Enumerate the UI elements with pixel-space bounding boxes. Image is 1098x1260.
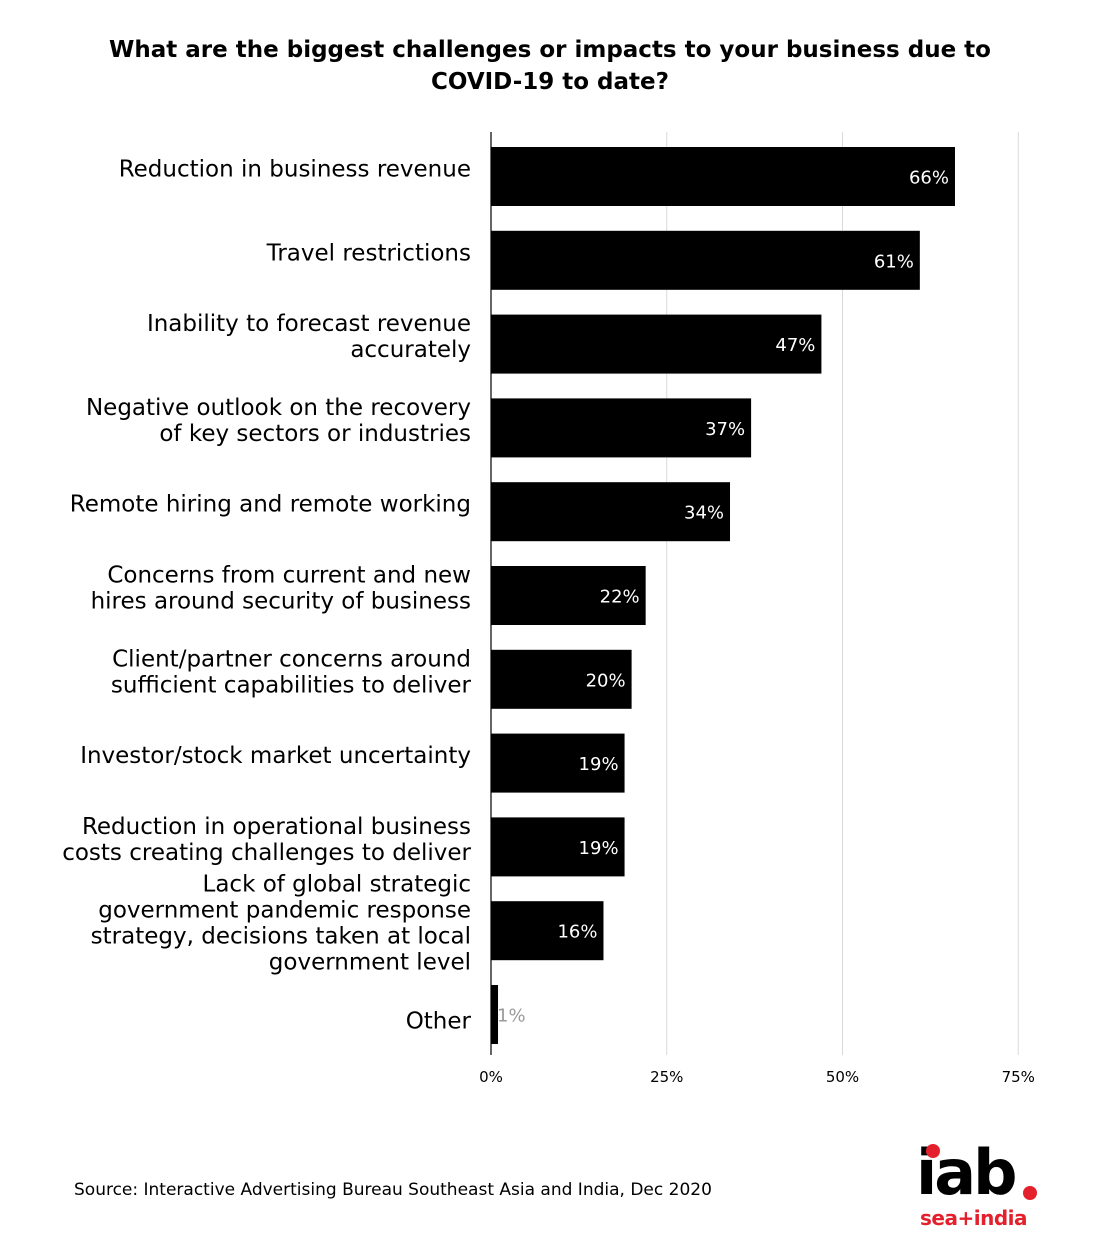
bar-2	[491, 314, 822, 374]
logo-period-icon	[1023, 1186, 1037, 1200]
bar-value-label-3: 37%	[705, 419, 745, 440]
x-tick-label-3: 75%	[1002, 1068, 1035, 1086]
bar-10	[491, 985, 499, 1044]
category-label-6-line-1: sufficient capabilities to deliver	[111, 672, 472, 698]
category-label-3-line-0: Negative outlook on the recovery	[86, 395, 471, 421]
bar-value-label-1: 61%	[874, 251, 914, 272]
iab-logo: iab sea+india	[916, 1142, 1056, 1232]
bar-1	[491, 230, 920, 290]
bar-value-label-0: 66%	[909, 168, 949, 189]
bar-value-label-9: 16%	[557, 922, 597, 943]
chart-title-line-1: What are the biggest challenges or impac…	[109, 37, 991, 63]
category-label-9-line-2: strategy, decisions taken at local	[91, 924, 471, 950]
x-tick-label-0: 0%	[479, 1068, 503, 1086]
bar-9	[491, 901, 604, 961]
category-label-9-line-0: Lack of global strategic	[203, 872, 471, 898]
category-label-7-line-0: Investor/stock market uncertainty	[80, 743, 471, 769]
chart-title: What are the biggest challenges or impac…	[40, 34, 1060, 98]
category-label-3-line-1: of key sectors or industries	[159, 421, 471, 447]
bar-6	[491, 649, 632, 709]
bar-value-label-6: 20%	[586, 670, 626, 691]
bar-value-label-2: 47%	[775, 335, 815, 356]
category-label-9-line-3: government level	[269, 950, 471, 976]
bar-8	[491, 817, 625, 877]
category-label-8-line-1: costs creating challenges to deliver	[62, 840, 471, 866]
category-label-5-line-0: Concerns from current and new	[107, 563, 471, 589]
bar-3	[491, 398, 752, 458]
source-note: Source: Interactive Advertising Bureau S…	[74, 1180, 712, 1200]
category-label-3: Negative outlook on the recovery of key s…	[86, 395, 471, 447]
category-label-4-line-0: Remote hiring and remote working	[70, 492, 471, 518]
category-label-6: Client/partner concerns around sufficient…	[111, 646, 472, 698]
bar-0	[491, 147, 955, 206]
category-label-1: Travel restrictions	[266, 240, 471, 266]
category-label-8-line-0: Reduction in operational business	[82, 814, 471, 840]
bar-chart: 66% Reduction in business revenue 61% Trave…	[62, 132, 1035, 1086]
bar-4	[491, 482, 731, 542]
category-label-5: Concerns from current and new hires aroun…	[91, 563, 471, 615]
logo-dot-icon	[926, 1144, 940, 1158]
bar-value-label-7: 19%	[579, 754, 619, 775]
category-label-9-line-1: government pandemic response	[98, 898, 471, 924]
category-label-0-line-0: Reduction in business revenue	[119, 157, 471, 183]
category-label-10: Other	[406, 1009, 472, 1035]
bar-value-label-10: 1%	[497, 1006, 526, 1027]
category-label-2-line-0: Inability to forecast revenue	[147, 311, 471, 337]
x-tick-label-2: 50%	[826, 1068, 859, 1086]
category-label-0: Reduction in business revenue	[119, 157, 471, 183]
category-label-4: Remote hiring and remote working	[70, 492, 471, 518]
bar-7	[491, 733, 625, 793]
category-label-2: Inability to forecast revenue accurately	[147, 311, 471, 363]
category-label-9: Lack of global strategic government pande…	[91, 872, 471, 976]
x-tick-label-1: 25%	[650, 1068, 683, 1086]
category-label-5-line-1: hires around security of business	[91, 589, 471, 615]
category-label-6-line-0: Client/partner concerns around	[112, 646, 471, 672]
bar-value-label-8: 19%	[579, 838, 619, 859]
category-label-2-line-1: accurately	[350, 337, 471, 363]
category-label-1-line-0: Travel restrictions	[266, 240, 471, 266]
bar-5	[491, 566, 646, 625]
bar-value-label-5: 22%	[600, 587, 640, 608]
category-label-8: Reduction in operational business costs c…	[62, 814, 471, 866]
bar-value-label-4: 34%	[684, 503, 724, 524]
category-label-7: Investor/stock market uncertainty	[80, 743, 471, 769]
logo-subtitle: sea+india	[920, 1206, 1027, 1230]
chart-title-line-2: COVID-19 to date?	[431, 69, 669, 95]
category-label-10-line-0: Other	[406, 1009, 472, 1035]
